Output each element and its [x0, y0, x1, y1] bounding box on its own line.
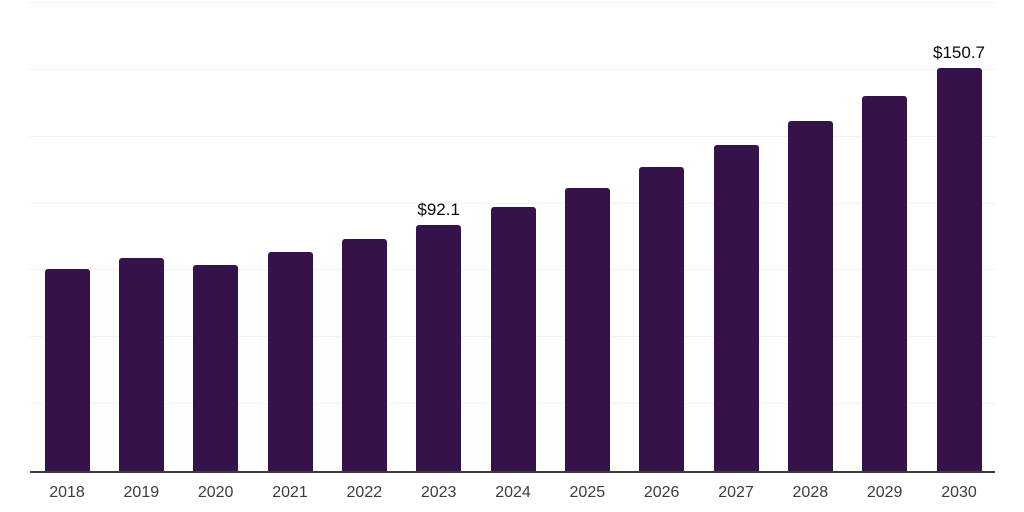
bar-2026: [639, 166, 685, 471]
x-tick-label-2030: 2030: [941, 484, 977, 501]
data-label-2030: $150.7: [933, 43, 985, 62]
bar-2024: [490, 206, 536, 471]
bar-2028: [787, 120, 833, 471]
x-axis-labels: 2018 2019 2020 2021 2022 2023 2024 2025 2026 2027…: [30, 484, 995, 506]
bar-2022: [341, 239, 387, 471]
x-tick-label-2027: 2027: [718, 484, 754, 501]
bar-2020: [193, 265, 239, 471]
bar-2019: [118, 258, 164, 471]
x-tick-label-2024: 2024: [495, 484, 531, 501]
x-tick-label-2018: 2018: [49, 484, 85, 501]
data-label-2023: $92.1: [417, 199, 460, 219]
bar-2025: [564, 187, 610, 471]
x-tick-label-2026: 2026: [643, 484, 680, 501]
gridline-175: [30, 2, 995, 3]
bar-2021: [267, 252, 313, 471]
bar-2030: [936, 68, 982, 471]
x-tick-label-2021: 2021: [272, 484, 308, 501]
bar-2027: [713, 144, 759, 471]
gridline-100: [30, 202, 995, 204]
plot-area: $92.1 $150.7: [30, 2, 995, 473]
bar-2029: [862, 95, 908, 471]
gridline-125: [30, 135, 995, 137]
x-tick-label-2019: 2019: [123, 484, 160, 501]
gridline-150: [30, 68, 995, 70]
x-tick-label-2022: 2022: [346, 484, 383, 501]
x-tick-label-2025: 2025: [569, 484, 606, 501]
x-tick-label-2028: 2028: [792, 484, 829, 501]
x-tick-label-2020: 2020: [197, 484, 234, 501]
x-tick-label-2029: 2029: [866, 484, 903, 501]
x-tick-label-2023: 2023: [420, 484, 457, 501]
bar-2023: [416, 224, 462, 471]
bar-2018: [44, 269, 90, 471]
